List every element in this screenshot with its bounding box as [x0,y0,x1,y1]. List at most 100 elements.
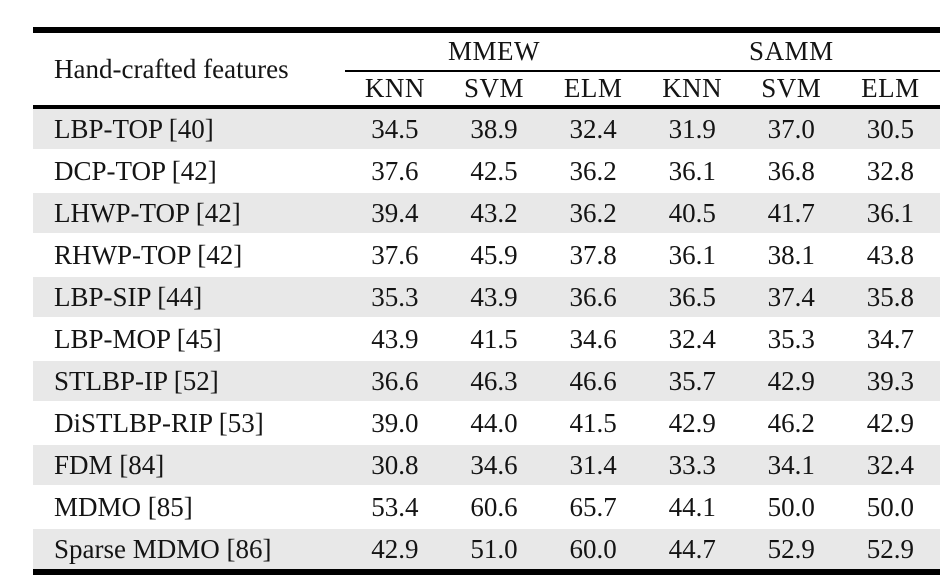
value-cell: 31.4 [543,443,643,487]
value-cell: 42.5 [470,155,518,186]
feature-name-cell: STLBP-IP [52] [33,359,346,403]
feature-name-cell: MDMO [85] [54,491,193,522]
feature-name-cell: DiSTLBP-RIP [53] [54,407,264,438]
value-cell: 36.8 [767,155,815,186]
dataset-group-header-mmew: MMEW [345,30,643,72]
value-cell: 41.7 [741,191,841,235]
value-cell: 32.4 [840,443,940,487]
value-cell: 44.7 [642,527,742,573]
value-cell: 38.9 [444,106,544,151]
value-cell: 41.5 [470,323,518,354]
group-header-row: Hand-crafted features MMEW SAMM [33,30,940,109]
value-cell: 41.5 [569,407,617,438]
feature-name-cell: LBP-TOP [40] [33,106,346,151]
value-cell: 37.8 [569,239,617,270]
value-cell: 32.8 [866,155,915,186]
table-row: LHWP-TOP [42] 39.4 43.2 36.2 40.5 41.7 3… [33,191,940,235]
table-body: LBP-TOP [40] 34.5 38.9 32.4 31.9 37.0 30… [33,106,940,573]
value-cell: 36.1 [840,191,940,235]
value-cell: 60.0 [543,527,643,573]
classifier-header-samm-knn: KNN [642,71,742,109]
results-table: Hand-crafted features MMEW SAMM KNN SVM … [33,27,940,575]
value-cell: 39.0 [371,407,419,438]
value-cell: 42.9 [345,527,445,573]
value-cell: 46.2 [767,407,815,438]
value-cell: 44.1 [668,491,716,522]
value-cell: 43.8 [866,239,915,270]
value-cell: 42.9 [866,407,915,438]
value-cell: 51.0 [444,527,544,573]
value-cell: 36.6 [345,359,445,403]
value-cell: 35.7 [642,359,742,403]
table-row: DiSTLBP-RIP [53] 39.0 44.0 41.5 42.9 46.… [33,402,940,444]
value-cell: 32.4 [543,106,643,151]
value-cell: 35.3 [767,323,815,354]
value-cell: 34.7 [866,323,915,354]
dataset-group-header-samm: SAMM [642,30,940,72]
classifier-header-samm-elm: ELM [840,71,940,109]
classifier-header-row: KNN SVM ELM KNN SVM ELM [33,71,940,109]
value-cell: 50.0 [866,491,915,522]
classifier-header-mmew-elm: ELM [543,71,643,109]
value-cell: 30.5 [840,106,940,151]
value-cell: 34.5 [345,106,445,151]
value-cell: 33.3 [642,443,742,487]
value-cell: 38.1 [767,239,815,270]
value-cell: 32.4 [668,323,716,354]
classifier-header-samm-svm: SVM [741,71,841,109]
table-row: MDMO [85] 53.4 60.6 65.7 44.1 50.0 50.0 [33,486,940,528]
value-cell: 37.6 [371,155,419,186]
paper-table-figure: Hand-crafted features MMEW SAMM KNN SVM … [33,27,940,575]
value-cell: 45.9 [470,239,518,270]
value-cell: 30.8 [345,443,445,487]
table-row: LBP-SIP [44] 35.3 43.9 36.6 36.5 37.4 35… [33,275,940,319]
value-cell: 65.7 [569,491,617,522]
classifier-header-mmew-knn: KNN [345,71,445,109]
value-cell: 34.6 [444,443,544,487]
feature-name-cell: LBP-SIP [44] [33,275,346,319]
feature-name-cell: FDM [84] [33,443,346,487]
table-row: DCP-TOP [42] 37.6 42.5 36.2 36.1 36.8 32… [33,150,940,192]
value-cell: 39.4 [345,191,445,235]
value-cell: 37.6 [371,239,419,270]
value-cell: 36.2 [569,155,617,186]
value-cell: 43.2 [444,191,544,235]
table-row: LBP-MOP [45] 43.9 41.5 34.6 32.4 35.3 34… [33,318,940,360]
value-cell: 52.9 [840,527,940,573]
value-cell: 34.6 [569,323,617,354]
table-row: STLBP-IP [52] 36.6 46.3 46.6 35.7 42.9 3… [33,359,940,403]
table-row: RHWP-TOP [42] 37.6 45.9 37.8 36.1 38.1 4… [33,234,940,276]
value-cell: 37.4 [741,275,841,319]
value-cell: 36.5 [642,275,742,319]
feature-name-cell: RHWP-TOP [42] [54,239,243,270]
value-cell: 46.6 [543,359,643,403]
feature-column-header: Hand-crafted features [33,30,346,109]
value-cell: 40.5 [642,191,742,235]
value-cell: 35.8 [840,275,940,319]
value-cell: 36.2 [543,191,643,235]
value-cell: 31.9 [642,106,742,151]
table-row: LBP-TOP [40] 34.5 38.9 32.4 31.9 37.0 30… [33,106,940,151]
value-cell: 34.1 [741,443,841,487]
value-cell: 42.9 [668,407,716,438]
table-row: Sparse MDMO [86] 42.9 51.0 60.0 44.7 52.… [33,527,940,573]
value-cell: 35.3 [345,275,445,319]
value-cell: 46.3 [444,359,544,403]
table-header: Hand-crafted features MMEW SAMM KNN SVM … [33,30,940,109]
feature-name-cell: DCP-TOP [42] [54,155,217,186]
feature-name-cell: Sparse MDMO [86] [33,527,346,573]
value-cell: 52.9 [741,527,841,573]
value-cell: 43.9 [371,323,419,354]
table-row: FDM [84] 30.8 34.6 31.4 33.3 34.1 32.4 [33,443,940,487]
value-cell: 42.9 [741,359,841,403]
value-cell: 60.6 [470,491,518,522]
value-cell: 36.6 [543,275,643,319]
value-cell: 36.1 [668,155,716,186]
value-cell: 44.0 [470,407,518,438]
value-cell: 39.3 [840,359,940,403]
value-cell: 53.4 [371,491,419,522]
classifier-header-mmew-svm: SVM [444,71,544,109]
value-cell: 36.1 [668,239,716,270]
value-cell: 50.0 [767,491,815,522]
feature-name-cell: LBP-MOP [45] [54,323,222,354]
